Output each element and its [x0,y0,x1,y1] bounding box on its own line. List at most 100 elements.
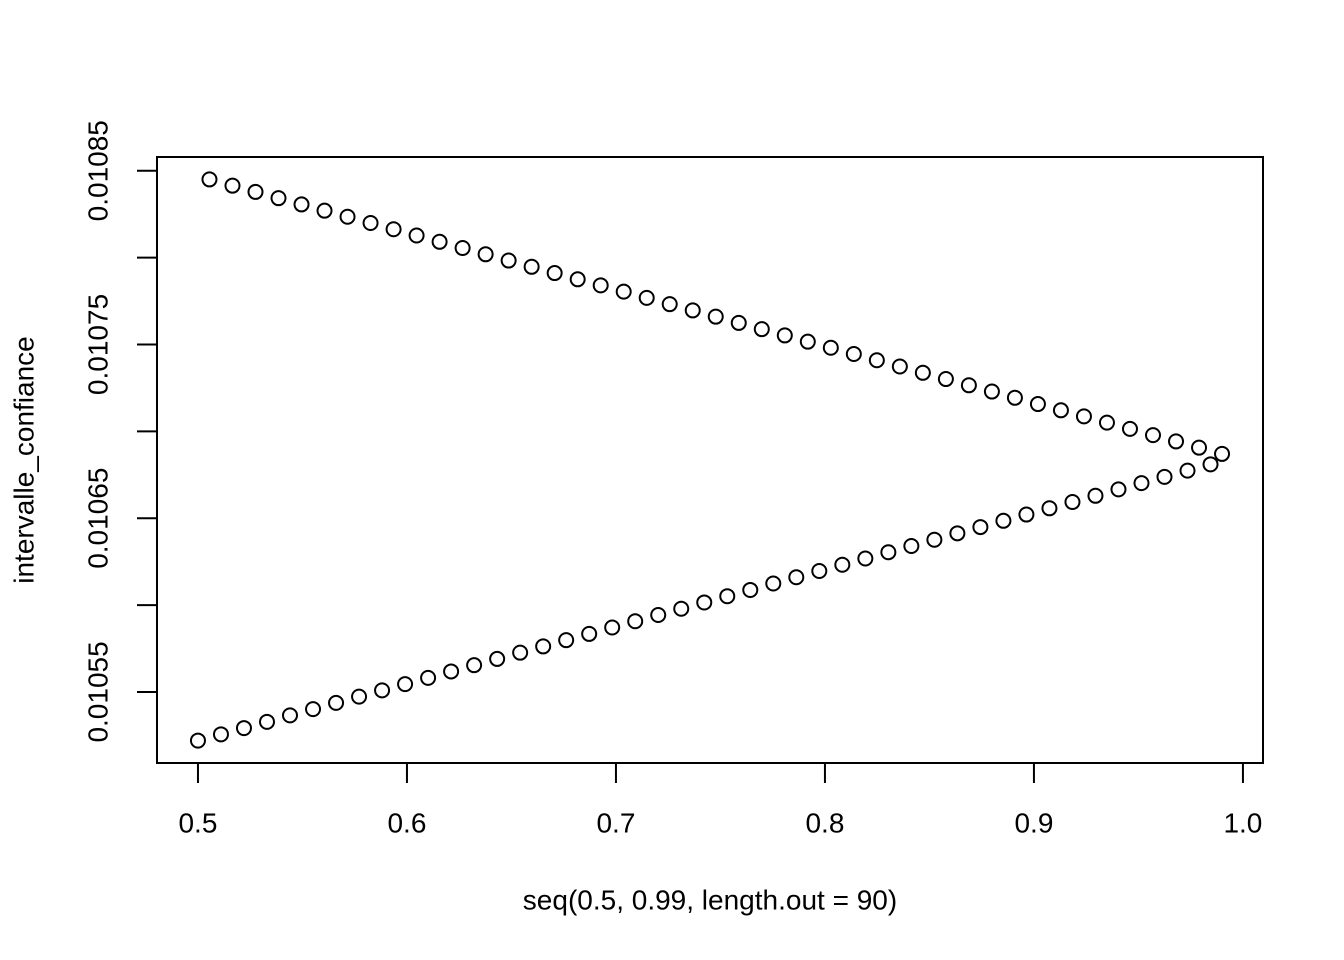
point [189,732,206,749]
point [351,688,368,705]
point [1121,420,1138,437]
point [719,588,736,605]
point [834,556,851,573]
point [1133,475,1150,492]
point [983,383,1000,400]
plot-frame [156,156,1264,764]
point [1179,462,1196,479]
point [235,720,252,737]
point [661,296,678,313]
x-tick-label: 0.6 [387,807,426,838]
point [523,258,540,275]
point [765,575,782,592]
point [1052,402,1069,419]
point [914,364,931,381]
point [258,713,275,730]
point [776,327,793,344]
x-tick-label: 0.8 [805,807,844,838]
point [799,333,816,350]
point [615,283,632,300]
point [730,314,747,331]
point [650,606,667,623]
point [212,726,229,743]
point [891,358,908,375]
point [845,346,862,363]
point [742,581,759,598]
point [880,544,897,561]
point [581,625,598,642]
point [316,202,333,219]
point [1098,414,1115,431]
point [1064,494,1081,511]
point [339,208,356,225]
point [500,252,517,269]
point [420,669,437,686]
point [328,694,345,711]
point [1156,468,1173,485]
point [201,171,218,188]
point [972,519,989,536]
point [1029,396,1046,413]
x-tick-label: 0.5 [178,807,217,838]
point [926,531,943,548]
y-tick-label: 0.01075 [82,294,113,395]
point [1041,500,1058,517]
point [684,302,701,319]
point [857,550,874,567]
x-tick-label: 0.9 [1014,807,1053,838]
point [1087,487,1104,504]
point [1202,456,1219,473]
point [1145,427,1162,444]
point [949,525,966,542]
point [707,308,724,325]
point [1018,506,1035,523]
point [1110,481,1127,498]
point [535,638,552,655]
point [408,227,425,244]
point [362,215,379,232]
point [270,190,287,207]
point [305,701,322,718]
point [224,177,241,194]
point [604,619,621,636]
point [995,512,1012,529]
point [903,538,920,555]
point [443,663,460,680]
point [627,613,644,630]
point [696,594,713,611]
point [822,339,839,356]
point [385,221,402,238]
point [638,289,655,306]
x-axis-label: seq(0.5, 0.99, length.out = 90) [523,884,897,915]
y-tick-label: 0.01055 [82,641,113,742]
point [489,650,506,667]
point [397,676,414,693]
y-tick-label: 0.01085 [82,120,113,221]
point [592,277,609,294]
point [454,240,471,257]
point [293,196,310,213]
point [374,682,391,699]
point [788,569,805,586]
point [466,657,483,674]
point [673,600,690,617]
point [753,321,770,338]
point [282,707,299,724]
point [569,271,586,288]
x-tick-label: 0.7 [596,807,635,838]
point [477,246,494,263]
point [868,352,885,369]
point [247,183,264,200]
point [431,233,448,250]
point [937,371,954,388]
y-tick-label: 0.01065 [82,468,113,569]
point [1214,445,1231,462]
point [1075,408,1092,425]
y-axis-label: intervalle_confiance [8,336,39,584]
point [811,563,828,580]
x-tick-label: 1.0 [1223,807,1262,838]
point [1006,389,1023,406]
point [558,632,575,649]
point [960,377,977,394]
